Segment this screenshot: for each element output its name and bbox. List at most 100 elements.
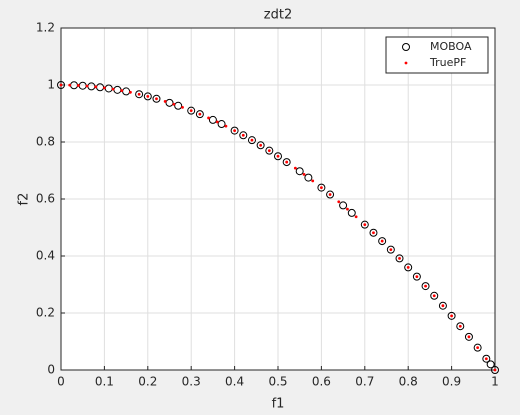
- data-point: [339, 201, 348, 210]
- data-point: [317, 183, 326, 192]
- x-tick-label: 0.1: [95, 375, 114, 389]
- data-point: [85, 84, 89, 88]
- data-point: [146, 95, 150, 98]
- legend-label: MOBOA: [430, 40, 472, 53]
- y-tick-label: 0.6: [36, 192, 55, 206]
- data-point: [456, 322, 465, 331]
- data-point: [363, 223, 367, 227]
- data-point: [304, 173, 313, 182]
- data-point: [181, 105, 184, 109]
- data-point: [265, 146, 274, 155]
- data-point: [430, 291, 439, 300]
- x-tick-label: 0.8: [399, 375, 418, 389]
- data-point: [380, 239, 384, 243]
- data-point: [467, 335, 471, 339]
- x-axis-label: f1: [272, 397, 285, 412]
- x-tick-label: 0: [57, 375, 65, 389]
- data-point: [233, 129, 237, 133]
- data-point: [241, 133, 245, 137]
- data-point: [447, 311, 456, 320]
- data-point: [215, 120, 219, 124]
- data-point: [486, 360, 495, 369]
- data-point: [172, 102, 176, 106]
- data-point: [395, 254, 404, 263]
- x-tick-label: 0.7: [355, 375, 374, 389]
- data-point: [143, 92, 152, 101]
- data-point: [274, 152, 282, 161]
- data-point: [386, 245, 395, 254]
- data-point: [458, 324, 462, 328]
- data-point: [360, 220, 369, 229]
- data-point: [372, 231, 375, 235]
- data-point: [165, 98, 174, 107]
- y-tick-label: 0.8: [36, 135, 55, 149]
- data-point: [493, 368, 497, 372]
- data-point: [187, 106, 196, 115]
- data-point: [103, 86, 106, 90]
- x-tick-label: 0.3: [182, 375, 201, 389]
- data-point: [163, 100, 167, 103]
- data-point: [267, 149, 271, 153]
- data-point: [120, 89, 124, 92]
- data-point: [256, 141, 265, 150]
- data-point: [250, 138, 254, 142]
- x-tick-label: 0.4: [225, 375, 244, 389]
- data-point: [174, 101, 183, 110]
- data-point: [476, 346, 480, 350]
- data-point: [473, 343, 482, 352]
- data-point: [389, 248, 393, 252]
- x-tick-label: 1: [491, 375, 499, 389]
- data-point: [432, 294, 436, 298]
- data-point: [247, 136, 256, 145]
- data-point: [412, 272, 421, 281]
- data-point: [137, 92, 141, 96]
- data-point: [198, 112, 202, 116]
- data-point: [311, 179, 315, 183]
- data-point: [326, 190, 335, 199]
- data-point: [111, 87, 115, 91]
- data-point: [328, 193, 332, 196]
- data-point: [208, 115, 217, 124]
- data-point: [421, 282, 430, 291]
- legend-marker: [402, 43, 410, 51]
- data-point: [230, 126, 239, 135]
- data-point: [441, 304, 445, 308]
- y-tick-label: 0.2: [36, 306, 55, 320]
- data-point: [189, 109, 193, 113]
- chart-title: zdt2: [264, 8, 292, 23]
- data-point: [285, 160, 289, 164]
- data-point: [406, 266, 410, 269]
- data-point: [295, 167, 304, 176]
- x-tick-label: 0.2: [138, 375, 157, 389]
- data-point: [347, 208, 356, 217]
- data-point: [282, 158, 291, 167]
- y-tick-label: 1.2: [36, 21, 55, 35]
- data-point: [155, 97, 158, 101]
- data-point: [276, 154, 280, 158]
- data-point: [152, 94, 161, 103]
- data-point: [491, 366, 499, 374]
- data-point: [378, 237, 387, 246]
- data-point: [415, 275, 419, 279]
- data-point: [369, 228, 378, 237]
- data-point: [302, 172, 306, 176]
- legend-label: TruePF: [429, 56, 466, 69]
- data-point: [424, 284, 427, 288]
- data-point: [239, 131, 248, 140]
- data-point: [293, 166, 297, 170]
- data-point: [76, 84, 80, 87]
- data-point: [450, 314, 453, 318]
- legend-box: [385, 36, 489, 74]
- data-point: [482, 354, 491, 363]
- data-point: [68, 83, 72, 87]
- data-point: [224, 124, 228, 128]
- data-point: [207, 116, 210, 120]
- data-point: [438, 301, 447, 310]
- data-point: [59, 83, 63, 87]
- data-point: [337, 200, 341, 204]
- x-tick-label: 0.6: [312, 375, 331, 389]
- data-point: [354, 215, 358, 219]
- legend-marker: [404, 61, 408, 65]
- data-point: [195, 110, 204, 119]
